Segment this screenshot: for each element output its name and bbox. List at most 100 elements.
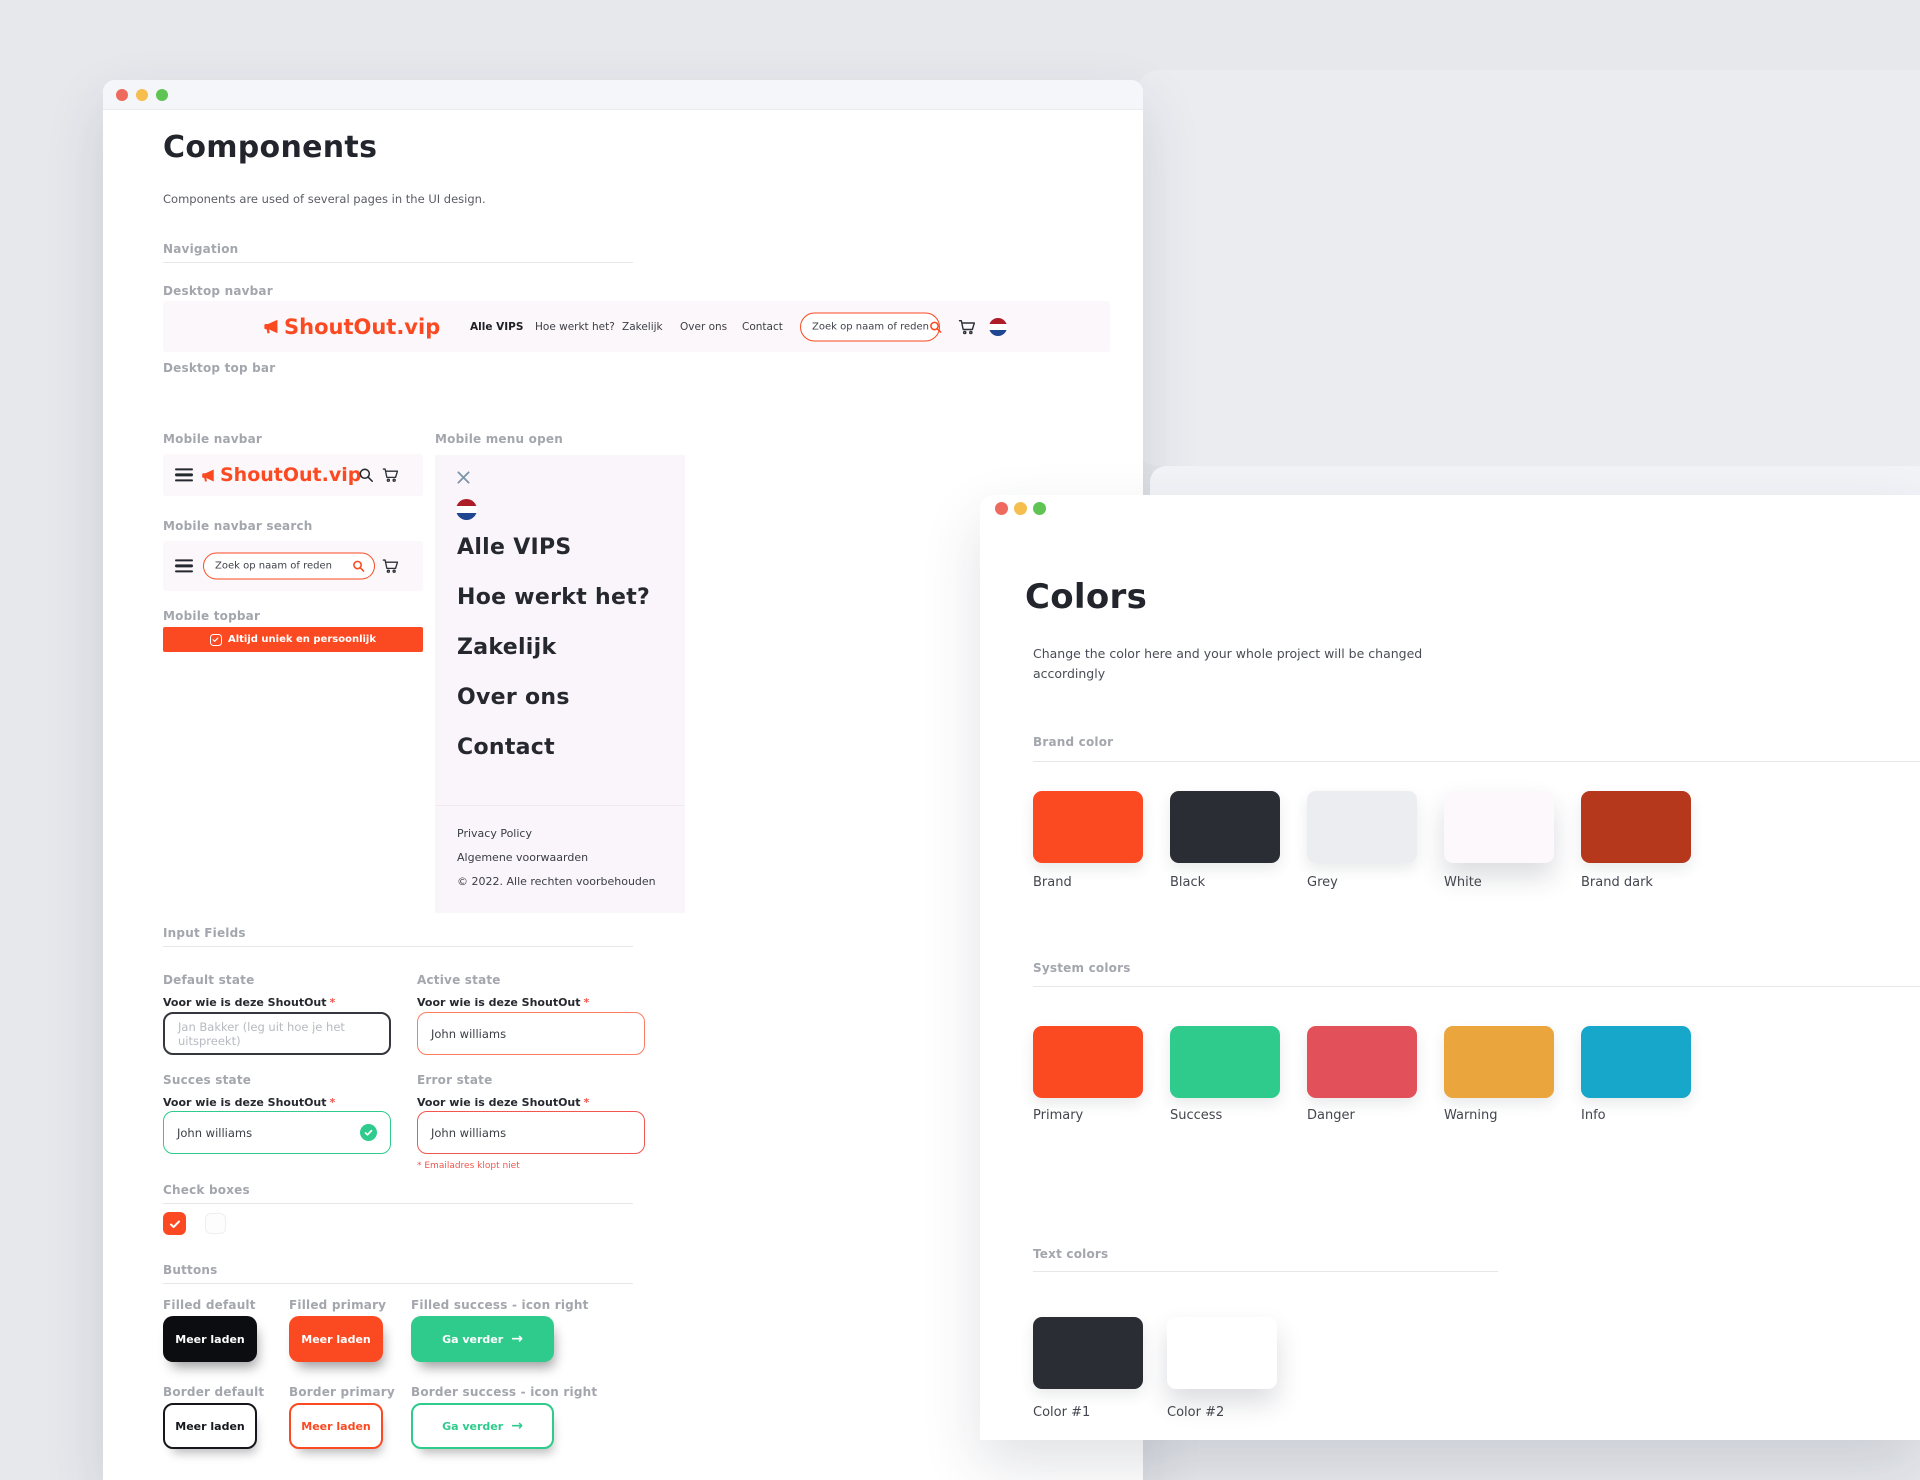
logo[interactable]: ShoutOut.vip [201,464,361,486]
close-traffic-light[interactable] [995,502,1008,515]
swatch-caption: Brand [1033,875,1072,890]
section-brand-color: Brand color [1033,735,1114,749]
section-text-colors: Text colors [1033,1247,1109,1261]
field-label: Voor wie is deze ShoutOut * [163,996,336,1009]
label-desktop-navbar: Desktop navbar [163,284,273,298]
filled-success-button[interactable]: Ga verder → [411,1316,554,1362]
checkbox-unchecked[interactable] [205,1213,226,1234]
input-default[interactable]: Jan Bakker (leg uit hoe je het uitspreek… [163,1012,391,1055]
menu-item-over-ons[interactable]: Over ons [457,685,570,710]
label-border-primary: Border primary [289,1385,395,1399]
language-flag-nl[interactable] [456,499,477,520]
swatch-caption: Black [1170,875,1206,890]
nav-link-zakelijk[interactable]: Zakelijk [622,320,663,333]
swatch-brand-dark [1581,791,1691,863]
label-border-success: Border success - icon right [411,1385,598,1399]
state-label-default: Default state [163,973,255,987]
page-subtitle-line1: Change the color here and your whole pro… [1033,646,1423,661]
field-label: Voor wie is deze ShoutOut * [417,1096,590,1109]
mobile-topbar: Altijd uniek en persoonlijk [163,627,423,652]
arrow-right-icon: → [511,1331,523,1347]
page-title: Colors [1025,577,1148,617]
check-badge-icon [209,633,222,646]
logo[interactable]: ShoutOut.vip [263,315,440,339]
cart-icon[interactable] [381,557,400,576]
swatch-brand [1033,791,1143,863]
hamburger-menu-icon[interactable] [175,559,193,573]
input-error[interactable]: John williams [417,1111,645,1154]
search-placeholder: Zoek op naam of reden [812,321,929,332]
hamburger-menu-icon[interactable] [175,468,193,482]
search-icon[interactable] [352,560,365,573]
privacy-policy-link[interactable]: Privacy Policy [457,827,532,840]
swatch-caption: White [1444,875,1482,890]
field-label: Voor wie is deze ShoutOut * [417,996,590,1009]
search-placeholder: Zoek op naam of reden [215,560,332,572]
close-icon[interactable] [455,469,472,486]
language-flag-nl[interactable] [989,317,1007,336]
swatch-grey [1307,791,1417,863]
zoom-traffic-light[interactable] [156,89,168,101]
desktop-navbar: ShoutOut.vip Alle VIPS Hoe werkt het? Za… [163,301,1110,352]
menu-item-alle-vips[interactable]: Alle VIPS [457,535,572,560]
required-asterisk: * [329,1096,336,1109]
border-primary-button[interactable]: Meer laden [289,1403,383,1449]
menu-item-zakelijk[interactable]: Zakelijk [457,635,557,660]
border-default-button[interactable]: Meer laden [163,1403,257,1449]
input-active[interactable]: John williams [417,1012,645,1055]
swatch-caption: Success [1170,1108,1223,1123]
search-input[interactable]: Zoek op naam of reden [800,312,942,341]
label-border-default: Border default [163,1385,265,1399]
copyright-text: © 2022. Alle rechten voorbehouden [457,875,656,888]
mobile-topbar-text: Altijd uniek en persoonlijk [227,634,377,645]
nav-link-hoe-werkt-het[interactable]: Hoe werkt het? [535,320,615,333]
zoom-traffic-light[interactable] [1033,502,1046,515]
input-value: John williams [431,1125,507,1140]
divider [163,1203,633,1204]
check-icon [169,1220,180,1228]
close-traffic-light[interactable] [116,89,128,101]
swatch-caption: Info [1581,1108,1606,1123]
nav-link-contact[interactable]: Contact [742,320,783,333]
swatch-primary [1033,1026,1143,1098]
minimize-traffic-light[interactable] [136,89,148,101]
section-system-colors: System colors [1033,961,1131,975]
label-filled-default: Filled default [163,1298,256,1312]
state-label-active: Active state [417,973,501,987]
swatch-info [1581,1026,1691,1098]
swatch-warning [1444,1026,1554,1098]
filled-primary-button[interactable]: Meer laden [289,1316,383,1362]
search-icon[interactable] [929,320,942,333]
search-input[interactable]: Zoek op naam of reden [203,552,375,580]
cart-icon[interactable] [957,317,977,337]
required-asterisk: * [329,996,336,1009]
components-window: Components Components are used of severa… [103,80,1143,1480]
cart-icon[interactable] [381,466,400,485]
filled-default-button[interactable]: Meer laden [163,1316,257,1362]
swatch-success [1170,1026,1280,1098]
label-mobile-topbar: Mobile topbar [163,609,261,623]
page-subtitle-line2: accordingly [1033,666,1106,681]
page-subtitle: Components are used of several pages in … [163,192,486,206]
search-icon[interactable] [358,467,374,483]
success-check-icon [360,1124,377,1141]
swatch-caption: Grey [1307,875,1338,890]
terms-link[interactable]: Algemene voorwaarden [457,851,589,864]
megaphone-icon [201,468,216,483]
swatch-caption: Color #2 [1167,1405,1225,1420]
swatch-caption: Warning [1444,1108,1498,1123]
required-asterisk: * [583,996,590,1009]
swatch-black [1170,791,1280,863]
input-success[interactable]: John williams [163,1111,391,1154]
menu-item-hoe-werkt-het[interactable]: Hoe werkt het? [457,585,651,610]
nav-link-alle-vips[interactable]: Alle VIPS [470,320,524,333]
menu-item-contact[interactable]: Contact [457,735,555,760]
nav-link-over-ons[interactable]: Over ons [680,320,728,333]
checkbox-checked[interactable] [163,1212,186,1235]
arrow-right-icon: → [511,1418,523,1434]
swatch-color-2 [1167,1317,1277,1389]
section-buttons: Buttons [163,1263,218,1277]
minimize-traffic-light[interactable] [1014,502,1027,515]
border-success-button[interactable]: Ga verder → [411,1403,554,1449]
label-filled-primary: Filled primary [289,1298,387,1312]
